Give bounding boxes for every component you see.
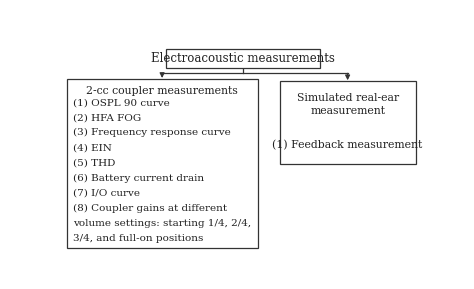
Text: Electroacoustic measurements: Electroacoustic measurements [151, 51, 335, 64]
Text: (5) THD: (5) THD [73, 159, 116, 168]
Text: Simulated real-ear: Simulated real-ear [297, 93, 399, 103]
Text: (7) I/O curve: (7) I/O curve [73, 189, 140, 198]
Text: 2-cc coupler measurements: 2-cc coupler measurements [86, 86, 238, 96]
Bar [280, 81, 416, 164]
Text: (1) OSPL 90 curve: (1) OSPL 90 curve [73, 98, 170, 107]
Text: (6) Battery current drain: (6) Battery current drain [73, 174, 204, 183]
Text: (2) HFA FOG: (2) HFA FOG [73, 113, 141, 122]
Text: (4) EIN: (4) EIN [73, 143, 112, 153]
Bar [166, 49, 320, 68]
Text: (1) Feedback measurement: (1) Feedback measurement [273, 140, 423, 150]
Bar [66, 79, 258, 248]
Text: (8) Coupler gains at different: (8) Coupler gains at different [73, 204, 228, 213]
Text: 3/4, and full-on positions: 3/4, and full-on positions [73, 234, 204, 243]
Text: volume settings: starting 1/4, 2/4,: volume settings: starting 1/4, 2/4, [73, 219, 251, 228]
Text: measurement: measurement [310, 106, 385, 116]
Text: (3) Frequency response curve: (3) Frequency response curve [73, 128, 231, 137]
